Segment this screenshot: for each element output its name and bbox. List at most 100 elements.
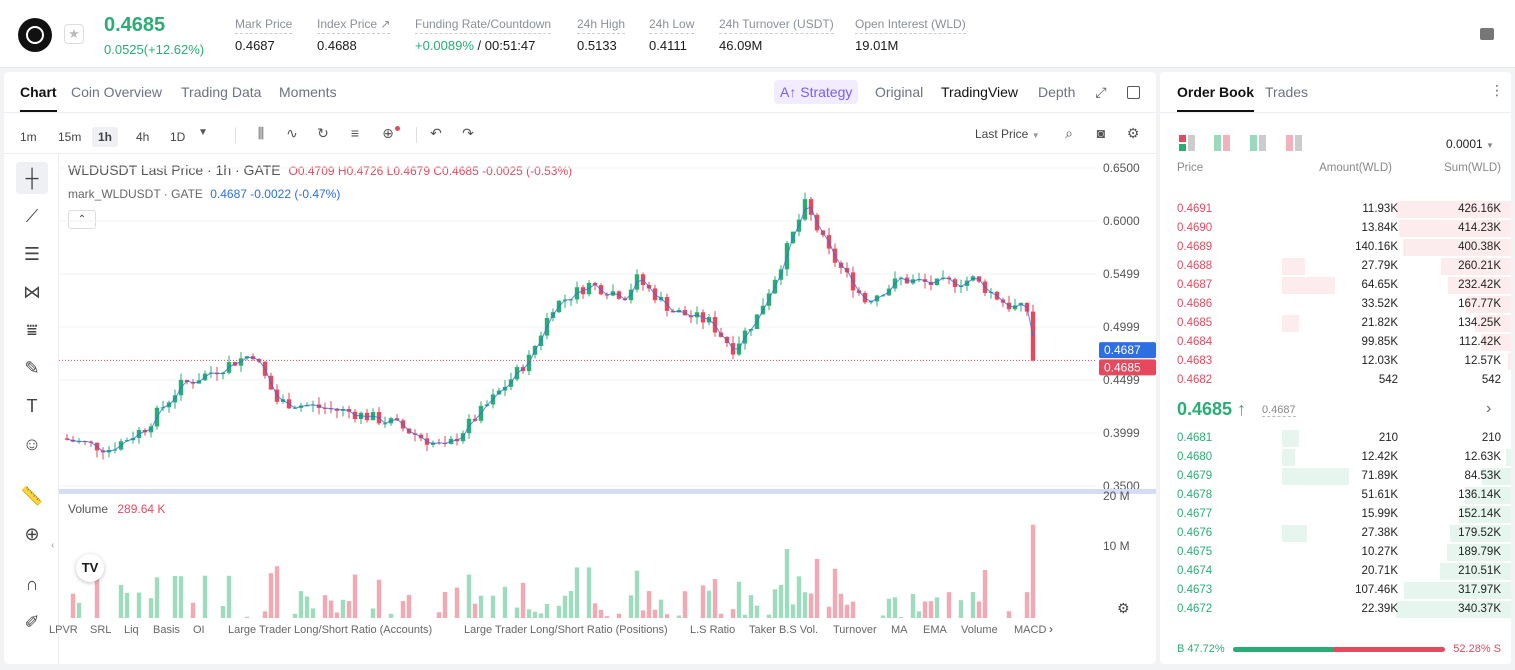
view-split-icon[interactable] [1214, 135, 1230, 151]
volume-bar [802, 592, 808, 618]
bid-row[interactable]: 0.4678 51.61K 136.14K [1160, 486, 1511, 505]
bid-row[interactable]: 0.4677 15.99K 152.14K [1160, 505, 1511, 524]
bid-row[interactable]: 0.4680 12.42K 12.63K [1160, 448, 1511, 467]
ask-row[interactable]: 0.4690 13.84K 414.23K [1160, 219, 1511, 238]
ask-row[interactable]: 0.4688 27.79K 260.21K [1160, 257, 1511, 276]
ask-row[interactable]: 0.4691 11.93K 426.16K [1160, 200, 1511, 219]
pattern-tool-icon[interactable]: ⋈ [23, 282, 41, 302]
camera-icon[interactable]: ◙ [1096, 125, 1106, 141]
tab-trading-data[interactable]: Trading Data [181, 84, 262, 100]
redo-icon[interactable]: ↷ [462, 125, 474, 141]
indicator-liq[interactable]: Liq [124, 624, 139, 636]
view-asks-icon[interactable] [1286, 135, 1302, 151]
gear-icon[interactable]: ⚙ [1126, 125, 1140, 141]
zoom-tool-icon[interactable]: ⊕ [24, 524, 40, 544]
magnet-tool-icon[interactable]: ∩ [25, 574, 39, 594]
ask-row[interactable]: 0.4684 99.85K 112.42K [1160, 333, 1511, 352]
book-icon[interactable] [1480, 28, 1494, 40]
tab-chart[interactable]: Chart [20, 84, 57, 112]
order-sum: 210.51K [1458, 565, 1501, 577]
tab-coin-overview[interactable]: Coin Overview [71, 84, 163, 100]
crosshair-tool-icon[interactable]: ┼ [16, 162, 48, 194]
more-menu-icon[interactable]: ⋮ [1490, 82, 1504, 98]
volume-bar [712, 579, 718, 618]
ask-row[interactable]: 0.4685 21.82K 134.25K [1160, 314, 1511, 333]
pencil-lock-icon[interactable]: ✐ [24, 612, 40, 632]
volume-bar [136, 592, 142, 618]
expand-icon[interactable]: ⤢ [1095, 84, 1107, 100]
indicator-ma[interactable]: MA [891, 624, 908, 636]
ask-row[interactable]: 0.4689 140.16K 400.38K [1160, 238, 1511, 257]
indicator-lpvr[interactable]: LPVR [49, 624, 78, 636]
ask-row[interactable]: 0.4682 542 542 [1160, 371, 1511, 390]
ask-row[interactable]: 0.4686 33.52K 167.77K [1160, 295, 1511, 314]
view-both-icon[interactable] [1179, 135, 1195, 151]
precision-select[interactable]: 0.0001 ▼ [1446, 137, 1494, 151]
order-price: 0.4675 [1177, 546, 1213, 558]
indicator-large-trader-long-short-ratio-positions-[interactable]: Large Trader Long/Short Ratio (Positions… [464, 624, 668, 636]
tab-trades[interactable]: Trades [1265, 84, 1309, 100]
stat-index-price[interactable]: Index Price ↗ 0.4688 [317, 17, 391, 53]
settings-list-icon[interactable]: ≡ [350, 125, 360, 141]
timeframe-15m[interactable]: 15m [58, 130, 82, 144]
timeframe-1m[interactable]: 1m [20, 130, 37, 144]
timeframe-1d[interactable]: 1D [170, 130, 186, 144]
candlestick-chart[interactable]: 0.65000.60000.54990.49990.44990.39990.35… [59, 154, 1156, 618]
indicator-volume[interactable]: Volume [961, 624, 998, 636]
collapse-legend-button[interactable]: ⌃ [68, 210, 96, 229]
bid-row[interactable]: 0.4673 107.46K 317.97K [1160, 581, 1511, 600]
bid-row[interactable]: 0.4676 27.38K 179.52K [1160, 524, 1511, 543]
brush-tool-icon[interactable]: ✎ [24, 358, 40, 378]
fib-tool-icon[interactable]: ⩸ [26, 320, 38, 340]
indicator-ema[interactable]: EMA [923, 624, 947, 636]
indicator-turnover[interactable]: Turnover [833, 624, 877, 636]
bid-row[interactable]: 0.4675 10.27K 189.79K [1160, 543, 1511, 562]
collapse-toolbar-icon[interactable]: ‹ [51, 540, 55, 551]
emoji-tool-icon[interactable]: ☺ [22, 434, 42, 454]
ask-row[interactable]: 0.4683 12.03K 12.57K [1160, 352, 1511, 371]
indicator-basis[interactable]: Basis [153, 624, 180, 636]
timeframe-4h[interactable]: 4h [136, 130, 150, 144]
search-icon[interactable]: ⌕ [1065, 125, 1073, 141]
order-sum: 400.38K [1458, 241, 1501, 253]
candle-type-icon[interactable]: ⫼ [257, 125, 265, 141]
bid-row[interactable]: 0.4674 20.71K 210.51K [1160, 562, 1511, 581]
last-price-select[interactable]: Last Price ▼ [975, 127, 1040, 141]
undo-icon[interactable]: ↶ [430, 125, 442, 141]
indicators-icon[interactable]: ∿ [286, 125, 298, 141]
indicator-oi[interactable]: OI [193, 624, 205, 636]
horizontal-lines-tool-icon[interactable]: ☰ [23, 244, 41, 264]
tab-tradingview[interactable]: TradingView [941, 84, 1019, 100]
tab-moments[interactable]: Moments [279, 84, 337, 100]
text-tool-icon[interactable]: T [26, 396, 38, 416]
indicator-macd[interactable]: MACD [1014, 624, 1047, 636]
chevron-right-icon[interactable]: › [1486, 400, 1492, 417]
add-indicator-icon[interactable]: ⊕ [382, 125, 394, 141]
chart-settings-icon[interactable]: ⚙ [1117, 600, 1130, 616]
view-bids-icon[interactable] [1250, 135, 1266, 151]
indicator-l-s-ratio[interactable]: L.S Ratio [690, 624, 736, 636]
amount-bar [1282, 258, 1305, 275]
window-icon[interactable] [1127, 86, 1140, 99]
bid-row[interactable]: 0.4672 22.39K 340.37K [1160, 600, 1511, 619]
tab-original[interactable]: Original [875, 84, 924, 100]
volume-bar [754, 605, 760, 618]
volume-bar [772, 589, 778, 618]
favorite-star-icon[interactable]: ★ [64, 24, 84, 44]
ask-row[interactable]: 0.4687 64.65K 232.42K [1160, 276, 1511, 295]
timeframe-1h[interactable]: 1h [92, 127, 119, 147]
tab-order-book[interactable]: Order Book [1177, 84, 1255, 112]
bid-row[interactable]: 0.4679 71.89K 84.53K [1160, 467, 1511, 486]
timeframe-dropdown-icon[interactable]: ▼ [198, 127, 208, 138]
replay-icon[interactable]: ↻ [317, 125, 329, 141]
indicator-scroll-icon[interactable]: › [1049, 622, 1053, 636]
strategy-button[interactable]: A↑ Strategy [774, 80, 859, 104]
bid-row[interactable]: 0.4681 210 210 [1160, 429, 1511, 448]
trendline-tool-icon[interactable]: ⟋ [25, 206, 39, 226]
indicator-srl[interactable]: SRL [90, 624, 112, 636]
indicator-taker-b-s-vol-[interactable]: Taker B.S Vol. [749, 624, 819, 636]
order-sum: 340.37K [1458, 603, 1501, 615]
ruler-tool-icon[interactable]: 📏 [20, 486, 44, 506]
tab-depth[interactable]: Depth [1038, 84, 1076, 100]
indicator-large-trader-long-short-ratio-accounts-[interactable]: Large Trader Long/Short Ratio (Accounts) [228, 624, 433, 636]
